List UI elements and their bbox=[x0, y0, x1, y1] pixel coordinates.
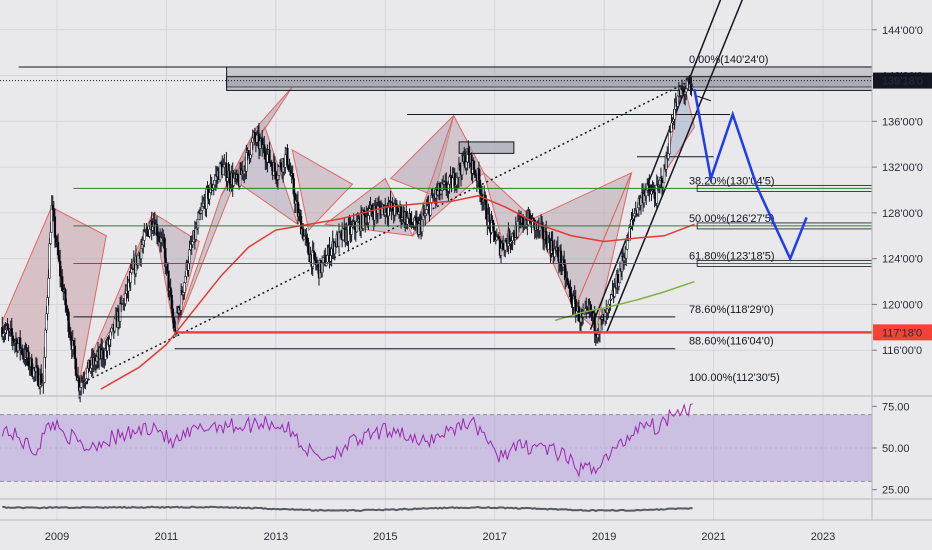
candle-up bbox=[691, 86, 694, 88]
time-tick-label: 2011 bbox=[155, 531, 179, 543]
supply-zone-inner bbox=[226, 76, 873, 91]
projection-mark bbox=[696, 95, 711, 102]
rsi-axis[interactable]: 75.00 50.00 25.00 bbox=[872, 401, 910, 497]
fib-label: 0.00%(140'24'0) bbox=[689, 54, 768, 66]
candle-up bbox=[80, 382, 83, 388]
fib-label: 88.60%(116'04'0) bbox=[689, 336, 774, 348]
channel-upper bbox=[589, 0, 722, 330]
lower-indicator-line bbox=[2, 505, 693, 513]
candle-down bbox=[53, 216, 57, 238]
current-price-tag: 139'18'0 bbox=[882, 76, 923, 88]
candle-up bbox=[196, 218, 200, 229]
projection-path bbox=[693, 89, 808, 262]
candle-up bbox=[148, 228, 151, 237]
harmonic-pattern bbox=[663, 81, 695, 174]
time-tick-label: 2019 bbox=[592, 531, 616, 543]
candle-up bbox=[183, 282, 186, 293]
support-price-tag-bg bbox=[873, 324, 932, 341]
harmonic-pattern bbox=[482, 171, 534, 255]
candle-down bbox=[492, 222, 495, 232]
candle-up bbox=[226, 177, 229, 182]
time-tick-label: 2015 bbox=[373, 531, 397, 543]
moving-average-red bbox=[100, 194, 695, 390]
fib-label: 50.00%(126'27'5) bbox=[689, 213, 775, 225]
current-price-tag-bg bbox=[873, 72, 932, 89]
candle-up bbox=[661, 182, 665, 188]
fib-label: 100.00%(112'30'5) bbox=[689, 372, 780, 384]
candle-down bbox=[532, 217, 535, 221]
candle-down bbox=[74, 358, 78, 376]
candle-down bbox=[268, 149, 271, 163]
candle-down bbox=[307, 241, 310, 255]
rsi-tick-label: 75.00 bbox=[882, 401, 910, 413]
candle-up bbox=[44, 329, 47, 358]
moving-average-green bbox=[554, 280, 695, 322]
price-tick-label: 120'00'0 bbox=[882, 299, 923, 311]
candle-up bbox=[368, 208, 371, 216]
candle-down bbox=[166, 262, 169, 272]
fib-label: 38.20%(130'04'5) bbox=[689, 175, 775, 187]
pattern-overlays bbox=[0, 0, 873, 386]
order-block bbox=[458, 141, 515, 154]
price-tick-label: 144'00'0 bbox=[882, 25, 923, 37]
time-tick-label: 2021 bbox=[701, 531, 725, 543]
candle-up bbox=[355, 221, 359, 232]
price-axis[interactable]: 144'00'0140'00'0136'00'0132'00'0128'00'0… bbox=[872, 25, 932, 357]
candle-up bbox=[668, 131, 671, 154]
support-price-tag: 117'18'0 bbox=[882, 327, 922, 339]
candle-up bbox=[48, 243, 51, 279]
candle-up bbox=[188, 249, 191, 264]
candles bbox=[1, 75, 694, 403]
dotted-trend-line bbox=[78, 79, 693, 386]
fib-label: 61.80%(123'18'5) bbox=[689, 250, 775, 262]
time-tick-label: 2013 bbox=[264, 531, 288, 543]
time-tick-label: 2023 bbox=[811, 531, 835, 543]
candle-up bbox=[625, 248, 628, 259]
price-projection bbox=[693, 89, 808, 262]
price-tick-label: 136'00'0 bbox=[882, 116, 923, 128]
price-tick-label: 132'00'0 bbox=[882, 162, 923, 174]
rsi-tick-label: 25.00 bbox=[882, 485, 910, 497]
time-axis[interactable]: 2009 2011 2013 2015 2017 2019 2021 2023 bbox=[45, 531, 835, 543]
rsi-pane bbox=[0, 403, 872, 482]
candle-down bbox=[501, 242, 505, 250]
candle-up bbox=[143, 231, 146, 241]
candle-up bbox=[451, 177, 454, 189]
time-tick-label: 2009 bbox=[45, 531, 69, 543]
time-tick-label: 2017 bbox=[482, 531, 506, 543]
candle-up bbox=[47, 277, 50, 298]
candle-down bbox=[593, 312, 596, 334]
candle-up bbox=[633, 213, 636, 217]
rsi-line bbox=[1, 403, 693, 478]
price-tick-label: 124'00'0 bbox=[882, 254, 923, 266]
candle-up bbox=[429, 202, 432, 216]
candle-down bbox=[73, 345, 77, 360]
lower-indicator-pane bbox=[2, 505, 693, 513]
harmonic-pattern bbox=[291, 148, 354, 232]
rsi-tick-label: 50.00 bbox=[882, 443, 910, 455]
price-tick-label: 116'00'0 bbox=[882, 345, 922, 357]
candle-up bbox=[49, 232, 52, 244]
channel-lower bbox=[606, 0, 744, 333]
fib-label: 78.60%(118'29'0) bbox=[689, 304, 774, 316]
moving-averages bbox=[100, 194, 695, 390]
price-tick-label: 128'00'0 bbox=[882, 208, 923, 220]
candle-down bbox=[286, 148, 289, 166]
